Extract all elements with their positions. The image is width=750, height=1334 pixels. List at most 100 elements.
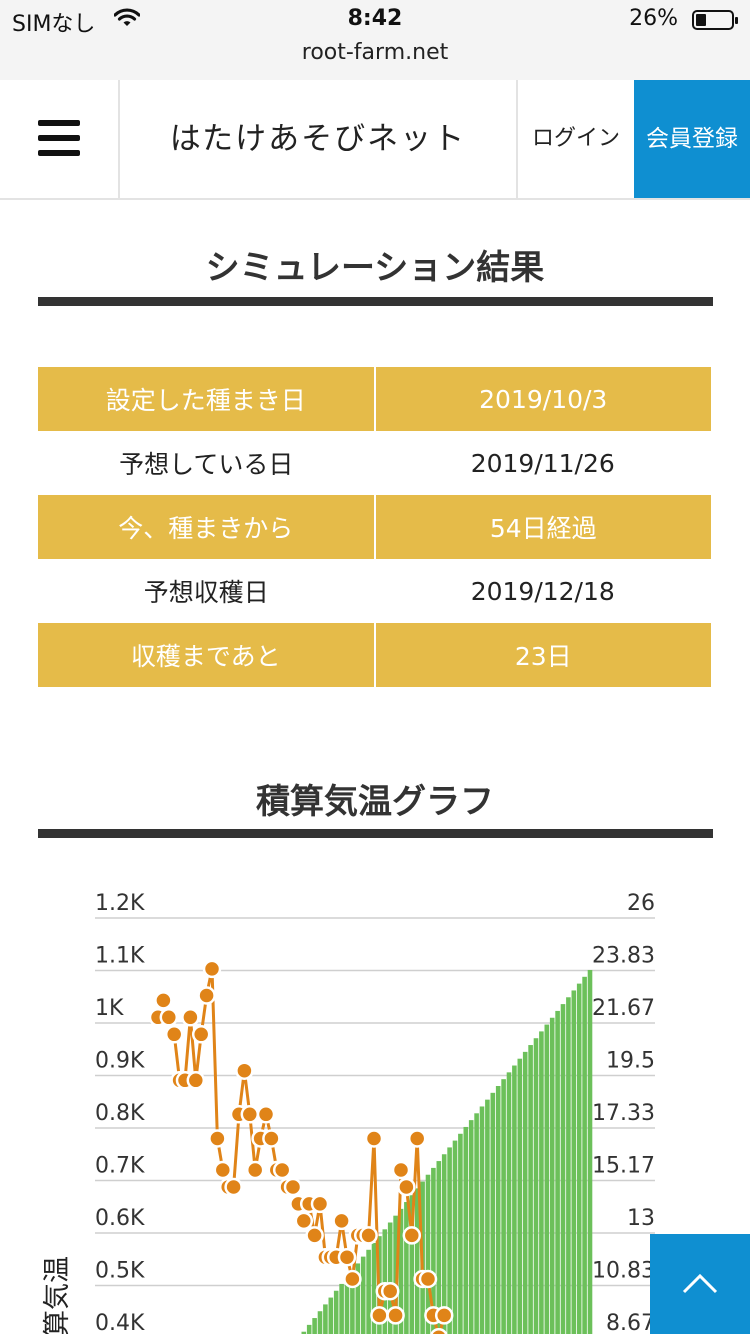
y2-axis-tick-label: 23.83 [592,944,655,969]
results-row-value: 2019/12/18 [374,559,711,623]
temperature-point [407,1129,427,1148]
temperature-point [418,1269,438,1289]
chart-bar [344,1277,350,1334]
login-button[interactable]: ログイン [516,80,634,198]
temperature-point [181,1008,200,1027]
y2-axis-tick-label: 17.33 [592,1101,655,1126]
chart-bar [393,1215,398,1334]
chart-bar [485,1099,490,1334]
temperature-point [235,1061,254,1080]
chart-bar [441,1154,447,1334]
address-bar-url[interactable]: root-farm.net [301,40,449,65]
y2-axis-tick-label: 13 [627,1206,655,1231]
browser-status-bar: SIMなし 8:42 26% root-farm.net [0,0,750,81]
results-row-value: 54日経過 [374,495,711,559]
y-axis-tick-label: 0.5K [95,1259,145,1284]
chart-bar [501,1079,506,1334]
chart-bar [452,1140,458,1334]
results-row-label: 収穫まであと [38,623,376,687]
chart-bar [517,1058,523,1334]
results-row-label: 予想している日 [38,431,375,495]
chart-bar [522,1051,528,1334]
chart-bar [404,1202,409,1334]
site-header: はたけあそびネット ログイン 会員登録 [0,80,750,200]
y2-axis-tick-label: 10.83 [592,1259,655,1284]
chart-bar [479,1106,485,1334]
results-row-label: 今、種まきから [38,495,376,559]
chart-bar [571,990,577,1334]
results-row-label: 予想収穫日 [38,559,375,623]
graph-heading-rule [38,829,713,838]
y2-axis-tick-label: 26 [627,891,655,916]
results-row: 収穫まであと 23日 [38,623,711,687]
temperature-point [402,1226,422,1245]
chart-bar [555,1010,560,1334]
wifi-icon [113,8,141,32]
chart-bar [425,1174,431,1334]
results-heading: シミュレーション結果 [205,248,545,288]
temperature-point [380,1281,400,1301]
temperature-point [434,1306,454,1325]
temperature-point [186,1071,206,1090]
chart-bar [366,1249,371,1334]
graph-heading: 積算気温グラフ [256,782,494,822]
y-axis-title: 積算気温 [42,1256,73,1334]
temperature-point [283,1177,303,1197]
temperature-point [164,1025,184,1044]
chart-bar [436,1161,442,1334]
chart-bar [333,1290,339,1334]
results-row-value: 23日 [374,623,711,687]
carrier-label: SIMなし [12,12,96,37]
y-axis-tick-label: 0.6K [95,1206,145,1231]
y-axis-tick-label: 0.8K [95,1101,145,1126]
temperature-point [245,1160,265,1180]
temperature-point [191,1025,211,1044]
chart-bar [339,1283,344,1334]
results-row: 設定した種まき日 2019/10/3 [38,367,711,431]
signup-button[interactable]: 会員登録 [634,80,750,198]
chart-bar [360,1256,366,1334]
chevron-up-icon [682,1273,718,1294]
temperature-point [386,1306,405,1325]
chart-bar [566,997,571,1334]
temperature-point [240,1105,260,1124]
chart-bar [301,1331,307,1334]
chart-bar [312,1318,317,1334]
y-axis-tick-label: 0.4K [95,1311,145,1334]
temperature-point [256,1105,276,1124]
chart-bar [387,1222,393,1334]
temperature-point [370,1306,389,1325]
chart-bar [323,1304,328,1334]
chart-bar [371,1242,377,1334]
chart-bar [582,976,587,1334]
chart-bar [576,983,582,1334]
chart-bar [495,1086,501,1334]
temperature-point [272,1160,292,1180]
chart-bar [533,1038,539,1334]
hamburger-menu-icon [38,120,80,126]
temperature-point [294,1211,314,1231]
y-axis-tick-label: 0.9K [95,1049,145,1074]
chart-bar [317,1311,323,1334]
temperature-point [159,1008,179,1027]
accumulated-temperature-chart: 1.2K 26 1.1K 23.83 1K 21.67 0.9K 19.5 0.8K 17.33 0… [0,880,750,1334]
temperature-point [364,1129,384,1148]
y2-axis-tick-label: 8.67 [606,1311,655,1334]
temperature-point [337,1247,357,1267]
chart-bar [490,1092,496,1334]
clock: 8:42 [347,6,403,31]
y-axis-tick-label: 1K [95,996,124,1021]
hamburger-menu-button[interactable] [0,80,120,198]
y2-axis-tick-label: 21.67 [592,996,655,1021]
chart-bar [544,1024,550,1334]
site-title[interactable]: はたけあそびネット [169,121,467,157]
chart-svg: 1.2K 26 1.1K 23.83 1K 21.67 0.9K 19.5 0.8K 17.33 0… [42,891,655,1334]
chart-bar [512,1065,517,1334]
chart-bar [468,1120,474,1334]
results-row: 予想収穫日 2019/12/18 [38,559,711,623]
chart-bar [560,1004,566,1334]
y2-axis-tick-label: 15.17 [592,1154,655,1179]
scroll-to-top-button[interactable] [650,1234,750,1334]
results-row-value: 2019/11/26 [374,431,711,495]
temperature-point [391,1160,411,1180]
